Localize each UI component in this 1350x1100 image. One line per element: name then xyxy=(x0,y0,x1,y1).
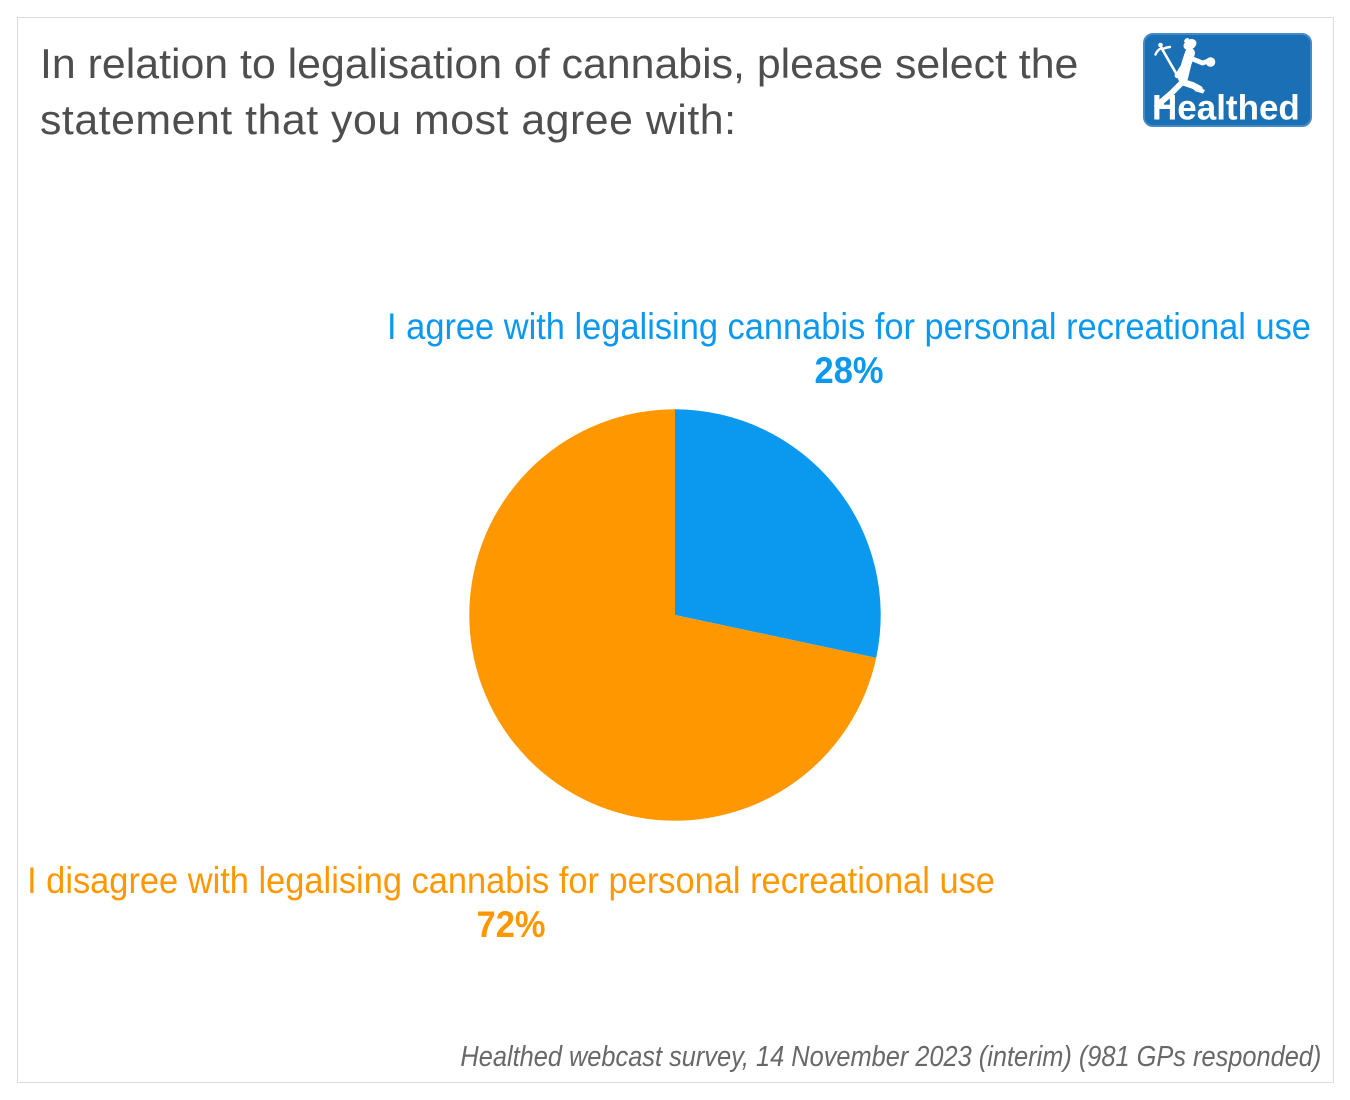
svg-text:Healthed: Healthed xyxy=(1152,89,1300,128)
